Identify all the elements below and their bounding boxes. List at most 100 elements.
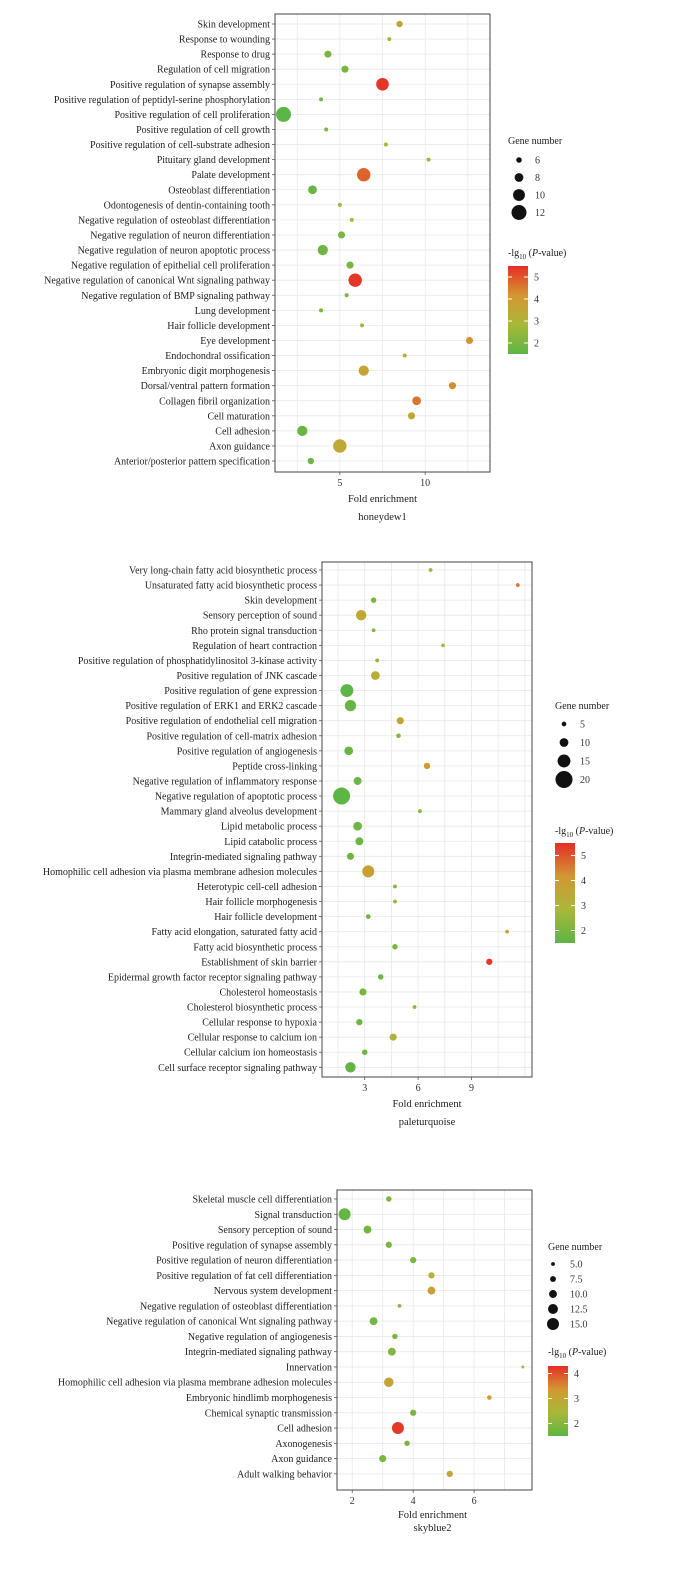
size-legend-dot (555, 771, 573, 788)
category-label: Adult walking behavior (237, 1469, 333, 1480)
color-bar (555, 843, 575, 943)
color-legend: -lg10 (P-value) 2 3 4 5 (555, 826, 613, 943)
size-legend-dot (559, 738, 569, 747)
color-legend-label: 4 (534, 295, 539, 306)
panel-honeydew1: Skin development Response to wounding Resp… (44, 13, 566, 523)
category-label: Lung development (195, 306, 270, 317)
data-point (356, 1018, 363, 1026)
size-legend-dot (550, 1276, 556, 1282)
category-label: Positive regulation of cell proliferatio… (114, 110, 270, 121)
category-label: Mammary gland alveolus development (161, 807, 318, 818)
data-point (392, 1333, 398, 1340)
data-point (358, 365, 369, 376)
category-label: Endochondral ossification (165, 351, 270, 362)
data-point (365, 914, 371, 919)
plot-border (274, 13, 491, 473)
category-label: Sensory perception of sound (203, 611, 317, 622)
category-label: Peptide cross-linking (232, 761, 317, 772)
category-label: Positive regulation of phosphatidylinosi… (78, 656, 317, 667)
plot-border (336, 1189, 533, 1491)
category-label: Negative regulation of epithelial cell p… (71, 261, 270, 272)
data-point (428, 1272, 435, 1279)
data-point (353, 821, 362, 831)
data-point (387, 1347, 396, 1356)
plot-area (337, 1190, 532, 1490)
data-point (396, 733, 401, 739)
data-point (521, 1365, 525, 1369)
category-label: Hair follicle development (214, 912, 317, 923)
size-legend-label: 15.0 (570, 1320, 588, 1331)
data-point (333, 787, 351, 805)
data-point (359, 988, 367, 996)
x-tick-label: 9 (469, 1083, 474, 1094)
category-label: Cholesterol biosynthetic process (187, 1003, 317, 1014)
data-point (363, 1225, 372, 1234)
data-point (505, 929, 509, 934)
category-label: Dorsal/ventral pattern formation (141, 381, 270, 392)
category-label: Positive regulation of neuron differenti… (156, 1256, 332, 1267)
category-label: Signal transduction (255, 1210, 333, 1221)
size-legend-dot (551, 1262, 555, 1266)
color-legend-title: -lg10 (P-value) (548, 1347, 606, 1360)
data-point (344, 746, 354, 756)
data-point (341, 65, 349, 73)
size-legend-dot (513, 189, 525, 201)
data-point (369, 1317, 378, 1326)
category-label: Positive regulation of cell-substrate ad… (90, 140, 270, 151)
x-tick-label: 2 (350, 1496, 355, 1507)
data-point (389, 1033, 397, 1041)
x-axis-label: Fold enrichment (392, 1099, 461, 1110)
data-point (410, 1256, 417, 1264)
category-label: Homophilic cell adhesion via plasma memb… (58, 1378, 332, 1389)
category-label: Cellular calcium ion homeostasis (184, 1048, 317, 1059)
data-point (360, 323, 365, 328)
size-legend-dot (557, 754, 571, 768)
color-legend-label: 2 (574, 1419, 579, 1430)
data-point (355, 837, 364, 846)
color-legend-title: -lg10 (P-value) (508, 248, 566, 261)
size-legend-label: 7.5 (570, 1275, 583, 1286)
data-point (386, 1196, 392, 1202)
data-point (412, 1005, 417, 1009)
data-point (346, 261, 354, 269)
plot-area (322, 562, 532, 1077)
data-point (308, 185, 317, 195)
category-label: Lipid catabolic process (224, 837, 317, 848)
data-point (417, 809, 422, 814)
color-legend-label: 4 (581, 876, 586, 887)
data-point (377, 974, 384, 980)
category-label: Positive regulation of fat cell differen… (156, 1271, 332, 1282)
data-point (371, 671, 380, 680)
size-legend-label: 12 (535, 208, 545, 219)
category-label: Cell adhesion (215, 426, 270, 437)
size-legend-dot (548, 1304, 558, 1314)
data-point (371, 628, 376, 633)
category-label: Collagen fibril organization (159, 396, 270, 407)
data-point (317, 244, 328, 256)
color-legend-label: 2 (581, 926, 586, 937)
data-point (426, 157, 431, 162)
category-label: Cell maturation (208, 411, 271, 422)
size-legend-dot (561, 721, 567, 727)
size-legend-dot (547, 1318, 559, 1330)
category-label: Positive regulation of peptidyl-serine p… (54, 95, 270, 106)
category-label: Cholesterol homeostasis (220, 987, 318, 998)
data-point (379, 1455, 387, 1463)
category-label: Positive regulation of endothelial cell … (126, 716, 317, 727)
category-label: Positive regulation of synapse assembly (110, 80, 270, 91)
data-point (487, 1395, 492, 1400)
data-point (404, 1440, 410, 1447)
category-label: Odontogenesis of dentin-containing tooth (104, 200, 270, 211)
color-legend: -lg10 (P-value) 2 3 4 (548, 1347, 606, 1436)
category-label: Cellular response to calcium ion (188, 1033, 317, 1044)
category-label: Negative regulation of inflammatory resp… (133, 776, 318, 787)
data-point (412, 396, 421, 406)
data-point (396, 20, 403, 28)
data-point (362, 865, 375, 878)
size-legend-dot (514, 173, 524, 182)
size-legend-label: 8 (535, 173, 540, 184)
category-label: Response to drug (201, 50, 270, 61)
x-axis-label: Fold enrichment (348, 494, 417, 505)
size-legend-label: 5.0 (570, 1260, 583, 1271)
category-label: Rho protein signal transduction (191, 626, 317, 637)
